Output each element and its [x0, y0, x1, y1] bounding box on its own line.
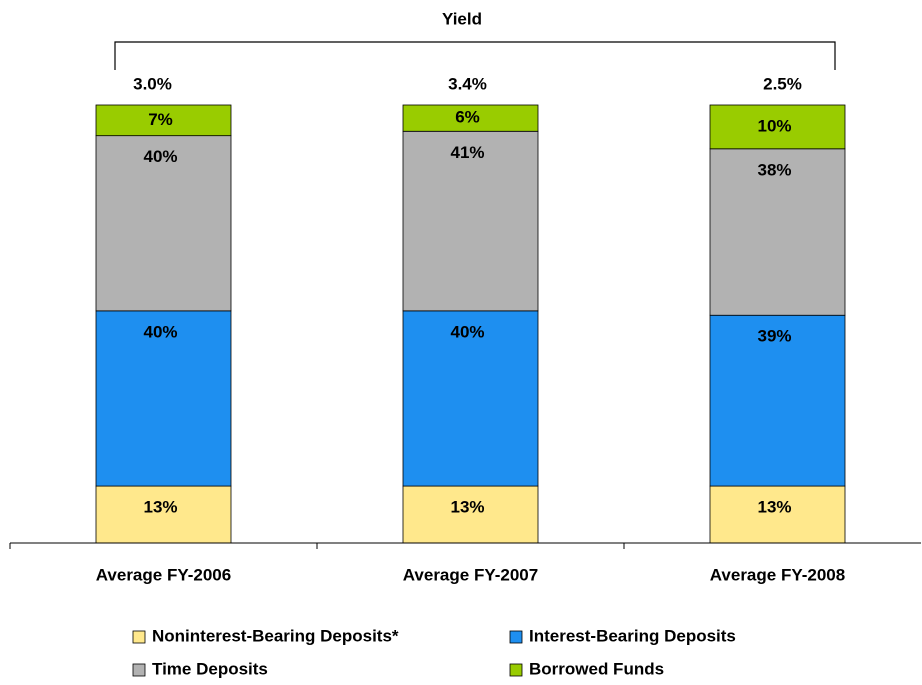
- yield-label: 3.0%: [133, 74, 172, 93]
- bar-segment: [95, 104, 232, 137]
- chart-title: Yield: [442, 9, 482, 28]
- data-label: 13%: [143, 498, 177, 517]
- legend-swatch: [132, 663, 146, 677]
- x-tick-label: Average FY-2007: [403, 565, 538, 584]
- data-label: 40%: [143, 147, 177, 166]
- data-label: 39%: [757, 327, 791, 346]
- legend-label: Time Deposits: [152, 659, 268, 678]
- bar-segment: [95, 485, 232, 544]
- bar-segment: [709, 148, 846, 316]
- x-tick-label: Average FY-2006: [96, 565, 231, 584]
- legend-label: Interest-Bearing Deposits: [529, 626, 736, 645]
- data-label: 38%: [757, 160, 791, 179]
- x-tick-label: Average FY-2008: [710, 565, 845, 584]
- yield-label: 3.4%: [448, 74, 487, 93]
- data-label: 13%: [757, 498, 791, 517]
- bar-segment: [709, 314, 846, 487]
- legend-swatch: [132, 630, 146, 644]
- yield-label: 2.5%: [763, 74, 802, 93]
- bar-segment: [402, 310, 539, 487]
- bar-segment: [402, 485, 539, 544]
- bar-segment: [402, 130, 539, 312]
- data-label: 7%: [148, 110, 173, 129]
- yield-bracket: [114, 41, 836, 70]
- legend-label: Noninterest-Bearing Deposits*: [152, 626, 399, 645]
- data-label: 40%: [450, 322, 484, 341]
- legend-swatch: [509, 630, 523, 644]
- bar-segment: [95, 310, 232, 487]
- data-label: 40%: [143, 322, 177, 341]
- bar-segment: [402, 104, 539, 132]
- data-label: 41%: [450, 143, 484, 162]
- bar-segment: [709, 104, 846, 150]
- legend-swatch: [509, 663, 523, 677]
- data-label: 6%: [455, 108, 480, 127]
- legend-label: Borrowed Funds: [529, 659, 664, 678]
- data-label: 10%: [757, 116, 791, 135]
- data-label: 13%: [450, 498, 484, 517]
